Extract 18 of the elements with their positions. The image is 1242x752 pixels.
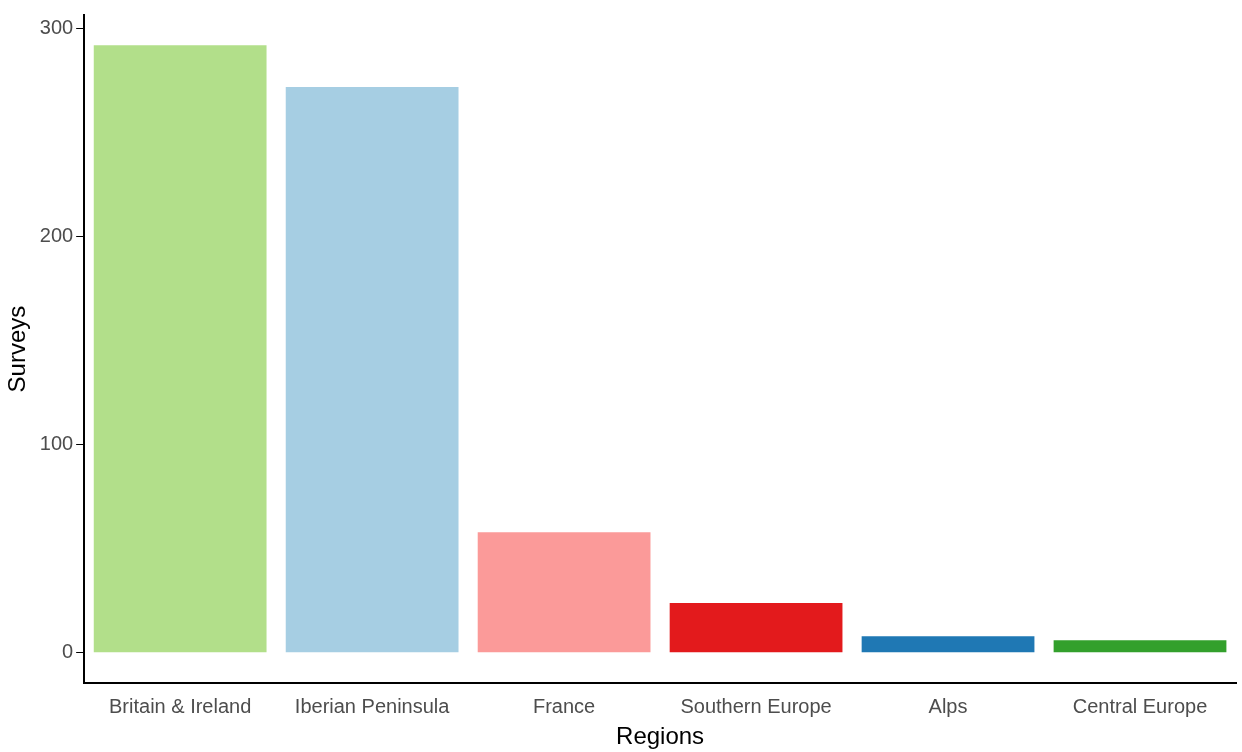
x-tick-label: Alps bbox=[928, 694, 968, 717]
y-axis-title: Surveys bbox=[3, 305, 31, 393]
y-tick-label: 300 bbox=[39, 16, 74, 39]
bar bbox=[93, 45, 267, 653]
x-tick-label: Central Europe bbox=[1072, 694, 1208, 717]
y-tick-label: 100 bbox=[39, 432, 74, 455]
bar bbox=[1053, 640, 1227, 653]
x-tick-label: Southern Europe bbox=[680, 694, 832, 717]
x-axis-title: Regions bbox=[616, 722, 705, 750]
bar bbox=[477, 532, 651, 653]
bar bbox=[861, 636, 1035, 653]
x-tick-label: France bbox=[532, 694, 596, 717]
bar bbox=[669, 602, 843, 653]
y-tick-label: 0 bbox=[62, 640, 74, 663]
y-tick-label: 200 bbox=[39, 224, 74, 247]
x-tick-label: Iberian Peninsula bbox=[294, 694, 451, 717]
x-tick-label: Britain & Ireland bbox=[109, 694, 252, 717]
bar bbox=[285, 86, 459, 653]
